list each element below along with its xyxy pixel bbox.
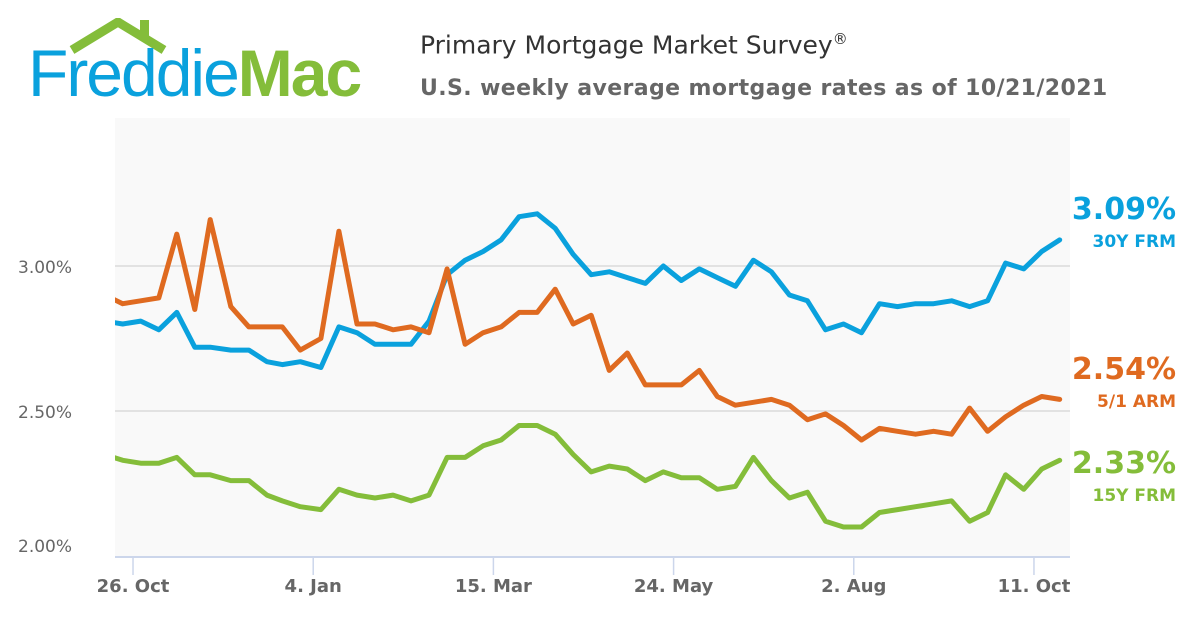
series-name-30y: 30Y FRM — [1092, 232, 1176, 252]
logo-text: FreddieMac — [28, 40, 362, 106]
registered-mark: ® — [832, 30, 848, 48]
chart-title: Primary Mortgage Market Survey® — [420, 30, 848, 59]
series-line-15yfrm — [115, 423, 1063, 530]
x-tick-label: 4. Jan — [285, 576, 342, 597]
x-tick-label: 24. May — [634, 576, 714, 597]
logo-freddie: Freddie — [28, 36, 240, 110]
series-last-value-arm: 2.54% — [1071, 352, 1176, 387]
y-tick-label: 2.00% — [18, 537, 72, 557]
series-name-arm: 5/1 ARM — [1097, 392, 1176, 412]
y-tick-label: 3.00% — [18, 258, 72, 278]
freddie-mac-logo: FreddieMac — [28, 18, 378, 108]
x-tick-label: 11. Oct — [998, 576, 1071, 597]
series-name-15y: 15Y FRM — [1092, 486, 1176, 506]
x-tick-label: 2. Aug — [821, 576, 886, 597]
title-text: Primary Mortgage Market Survey — [420, 30, 833, 60]
series-last-value-15y: 2.33% — [1071, 446, 1176, 481]
house-roof-icon — [69, 18, 167, 54]
x-tick-label: 26. Oct — [97, 576, 170, 597]
logo-mac: Mac — [237, 36, 362, 110]
series-line-51arm — [115, 217, 1063, 443]
chart-subtitle: U.S. weekly average mortgage rates as of… — [420, 76, 1108, 101]
series-last-value-30y: 3.09% — [1071, 192, 1176, 227]
plot-background — [115, 118, 1070, 557]
x-tick-label: 15. Mar — [455, 576, 532, 597]
series-line-30yfrm — [115, 211, 1063, 370]
y-tick-label: 2.50% — [18, 403, 72, 423]
